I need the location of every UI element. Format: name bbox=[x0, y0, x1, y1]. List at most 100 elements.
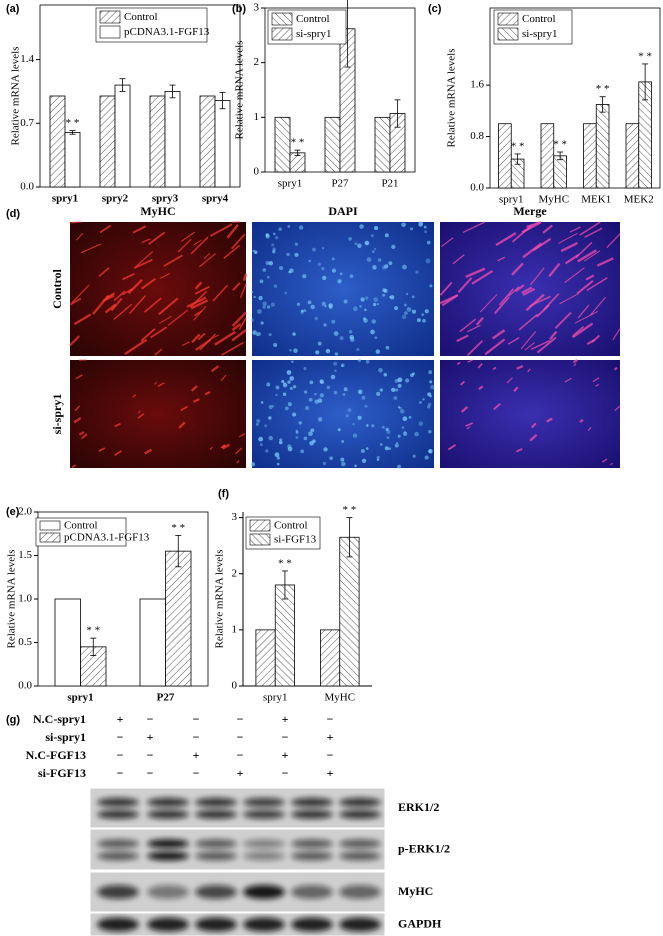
legend-swatch bbox=[99, 25, 121, 39]
myotube bbox=[186, 296, 207, 308]
nucleus bbox=[354, 242, 358, 246]
nucleus bbox=[293, 348, 298, 354]
nucleus bbox=[265, 261, 270, 265]
myotube bbox=[491, 329, 506, 340]
nucleus bbox=[415, 270, 419, 274]
nucleus bbox=[268, 404, 273, 410]
nucleus bbox=[303, 436, 308, 441]
nucleus bbox=[270, 302, 275, 307]
blot-bg bbox=[89, 828, 386, 871]
nucleus bbox=[386, 436, 390, 439]
nucleus bbox=[271, 404, 275, 408]
nucleus bbox=[389, 295, 395, 300]
myotube bbox=[220, 374, 227, 381]
nucleus bbox=[271, 243, 275, 247]
condition-label: si-FGF13 bbox=[38, 766, 86, 780]
myotube bbox=[190, 236, 209, 255]
blot-band bbox=[243, 797, 285, 807]
nucleus bbox=[374, 226, 379, 231]
nucleus bbox=[382, 293, 386, 297]
nucleus bbox=[352, 422, 355, 426]
blot-band bbox=[339, 917, 381, 932]
nucleus bbox=[308, 397, 313, 402]
myotube bbox=[520, 331, 537, 350]
myotube bbox=[459, 380, 466, 386]
blot-band bbox=[147, 917, 189, 932]
myotube bbox=[516, 364, 524, 370]
condition-mark: + bbox=[327, 730, 334, 744]
nucleus bbox=[424, 230, 427, 234]
bar bbox=[274, 116, 291, 173]
plot-frame bbox=[489, 7, 661, 189]
x-tick-label: spry1 bbox=[67, 692, 93, 704]
nucleus bbox=[353, 306, 358, 312]
panel-label: (f) bbox=[218, 488, 229, 500]
y-tick-label: 0 bbox=[254, 166, 260, 178]
nucleus bbox=[276, 456, 280, 460]
blot-band bbox=[97, 839, 139, 849]
nucleus bbox=[359, 224, 364, 229]
nucleus bbox=[373, 297, 379, 302]
myotube bbox=[591, 334, 601, 343]
myotube bbox=[511, 262, 524, 276]
blot-bg bbox=[89, 787, 386, 829]
myotube bbox=[612, 328, 621, 341]
legend-label: pCDNA3.1-FGF13 bbox=[64, 532, 150, 544]
nucleus bbox=[282, 382, 288, 388]
nucleus bbox=[289, 348, 292, 352]
y-tick-label: 1 bbox=[254, 111, 260, 123]
myotube bbox=[447, 443, 457, 451]
nucleus bbox=[384, 446, 389, 451]
protein-label: MyHC bbox=[398, 884, 433, 898]
myotube bbox=[190, 299, 209, 310]
nucleus bbox=[421, 313, 425, 317]
myotube bbox=[466, 340, 484, 357]
bar bbox=[214, 100, 231, 188]
nucleus bbox=[354, 464, 357, 468]
nucleus bbox=[352, 433, 358, 438]
error-bar bbox=[346, 517, 353, 558]
nucleus bbox=[397, 406, 401, 409]
myotube bbox=[178, 421, 186, 429]
blot-band bbox=[195, 885, 237, 899]
protein-label: p-ERK1/2 bbox=[398, 841, 450, 855]
condition-mark: − bbox=[237, 712, 244, 726]
myotube bbox=[71, 284, 90, 304]
nucleus bbox=[308, 259, 312, 263]
nucleus bbox=[314, 392, 317, 396]
bar bbox=[319, 629, 341, 687]
myotube bbox=[569, 226, 581, 233]
nucleus bbox=[425, 258, 431, 264]
myotube bbox=[554, 311, 572, 329]
x-tick-label: spry1 bbox=[52, 193, 78, 205]
nucleus bbox=[298, 225, 304, 230]
condition-mark: − bbox=[147, 712, 154, 726]
condition-mark: − bbox=[147, 766, 154, 780]
nucleus bbox=[295, 435, 299, 439]
nucleus bbox=[294, 242, 299, 246]
myotube bbox=[596, 257, 614, 267]
myotube bbox=[589, 296, 606, 316]
nucleus bbox=[423, 225, 427, 229]
y-tick-label: 0.5 bbox=[18, 636, 32, 648]
error-bar bbox=[90, 637, 97, 656]
nucleus bbox=[272, 232, 276, 236]
nucleus bbox=[427, 405, 431, 409]
nucleus bbox=[298, 421, 302, 425]
myotube bbox=[606, 233, 621, 249]
nucleus bbox=[300, 449, 305, 454]
nucleus bbox=[278, 440, 283, 445]
myotube bbox=[515, 284, 525, 293]
myotube bbox=[521, 220, 542, 234]
nucleus bbox=[357, 358, 362, 362]
myotube bbox=[601, 458, 608, 463]
myotube bbox=[154, 348, 163, 356]
nucleus bbox=[347, 408, 352, 413]
myotube bbox=[456, 361, 461, 365]
myotube bbox=[548, 262, 561, 278]
legend-swatch bbox=[39, 520, 61, 531]
nucleus bbox=[348, 236, 352, 241]
bar bbox=[99, 95, 116, 188]
